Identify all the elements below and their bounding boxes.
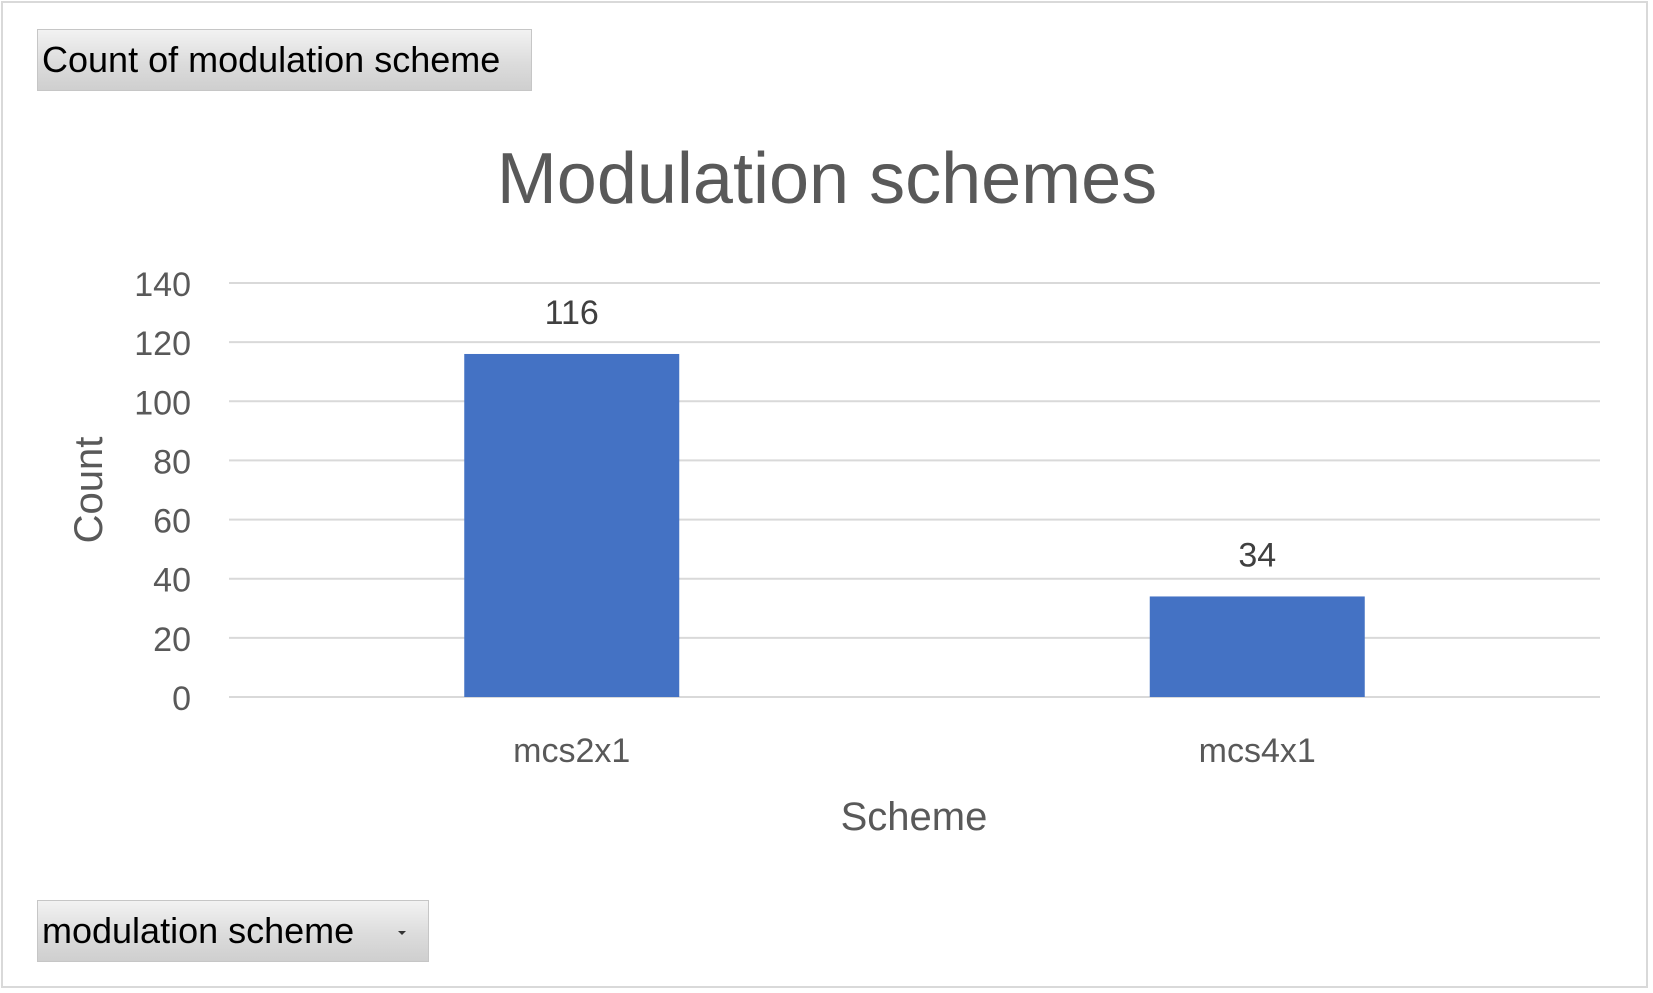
x-axis-title: Scheme	[841, 795, 988, 839]
y-tick-label: 0	[172, 680, 191, 718]
x-tick-label-mcs4x1: mcs4x1	[1199, 732, 1316, 770]
y-tick-label: 140	[134, 266, 191, 304]
bars	[464, 353, 1365, 697]
data-labels: 116 34	[545, 294, 1277, 574]
y-tick-label: 80	[153, 443, 191, 481]
y-tick-label: 60	[153, 503, 191, 541]
y-tick-label: 40	[153, 562, 191, 600]
chevron-down-icon[interactable]	[398, 931, 406, 935]
values-field-label: Count of modulation scheme	[42, 39, 501, 80]
data-label-mcs4x1: 34	[1238, 536, 1276, 574]
y-axis-ticks: 0 20 40 60 80 100 120 140	[134, 266, 191, 718]
values-field-button[interactable]: Count of modulation scheme	[37, 29, 532, 91]
bar-mcs4x1	[1149, 596, 1365, 697]
x-tick-label-mcs2x1: mcs2x1	[513, 732, 630, 770]
y-tick-label: 100	[134, 384, 191, 422]
gridlines	[229, 282, 1600, 698]
bar-mcs2x1	[464, 353, 680, 697]
data-label-mcs2x1: 116	[545, 294, 599, 332]
chart-title: Modulation schemes	[497, 139, 1157, 219]
axis-field-label: modulation scheme	[42, 910, 355, 951]
y-axis-title: Count	[67, 437, 111, 544]
axis-field-button[interactable]: modulation scheme	[37, 900, 429, 962]
y-tick-label: 120	[134, 325, 191, 363]
y-tick-label: 20	[153, 621, 191, 659]
x-axis-ticks: mcs2x1 mcs4x1	[513, 732, 1316, 770]
